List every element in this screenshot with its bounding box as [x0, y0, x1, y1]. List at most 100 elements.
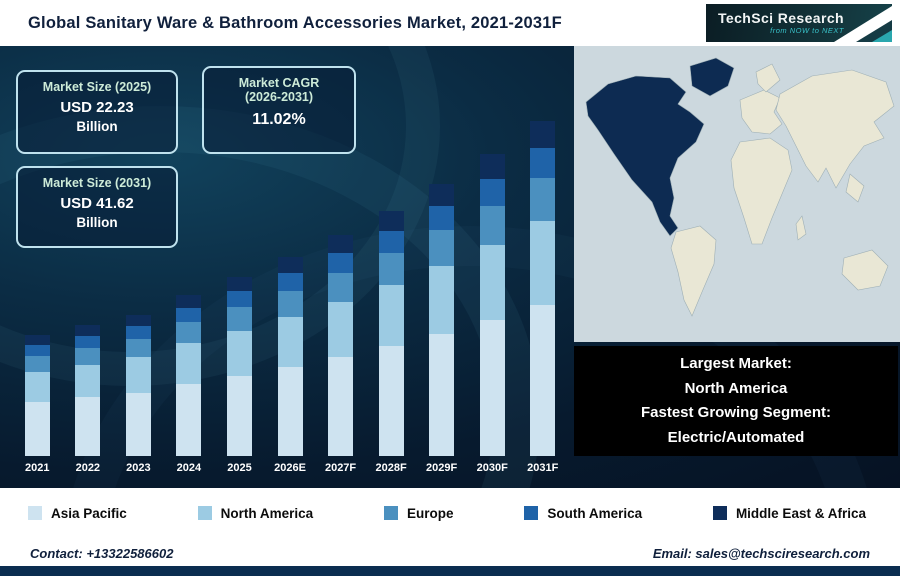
callout-line: Largest Market:: [680, 355, 792, 372]
header: Global Sanitary Ware & Bathroom Accessor…: [0, 0, 900, 46]
techsci-logo: TechSci Research from NOW to NEXT: [706, 4, 892, 42]
legend-item: Europe: [383, 505, 454, 521]
bar-segment-north-america: [429, 265, 455, 334]
market-size-2031-box: Market Size (2031) USD 41.62 Billion: [16, 166, 178, 248]
bar-segment-south-america: [176, 307, 202, 323]
legend-item: Asia Pacific: [28, 506, 127, 521]
legend-item: South America: [524, 506, 642, 521]
contact-info: Contact: +13322586602: [30, 545, 174, 561]
bar-column: 2029F: [416, 112, 467, 478]
footer: Contact: +13322586602 Email: sales@techs…: [0, 540, 900, 566]
bar-segment-europe: [176, 322, 202, 344]
stacked-bar: [75, 325, 101, 456]
map-australia: [841, 249, 889, 291]
stat-unit: Billion: [76, 215, 118, 230]
bar-column: 2022: [63, 112, 114, 478]
bar-column: 2024: [164, 112, 215, 478]
bar-segment-north-america: [328, 301, 354, 357]
bar-segment-south-america: [530, 147, 556, 178]
bar-segment-europe: [75, 347, 101, 365]
logo-brand: TechSci Research: [718, 9, 844, 26]
callout-line: Electric/Automated: [667, 428, 805, 446]
stacked-bar: [277, 257, 303, 456]
map-europe: [739, 89, 783, 135]
map-scandinavia: [755, 63, 781, 93]
bar-segment-south-america: [429, 205, 455, 231]
map-north-america: [585, 75, 705, 237]
bar-segment-europe: [277, 291, 303, 317]
bottom-bar: [0, 566, 900, 576]
bar-segment-europe: [226, 307, 252, 331]
bar-column: 2027F: [315, 112, 366, 478]
bar-column: 2025: [214, 112, 265, 478]
bar-segment-middle-east-africa: [429, 184, 455, 206]
stat-title: Market Size (2025): [42, 80, 152, 94]
x-axis-label: 2021: [25, 462, 50, 474]
bar-column: 2023: [113, 112, 164, 478]
bar-segment-middle-east-africa: [176, 294, 202, 308]
stat-title: Market Size (2031): [42, 176, 152, 190]
bar-segment-north-america: [176, 343, 202, 384]
bar-segment-europe: [24, 355, 50, 372]
page-title: Global Sanitary Ware & Bathroom Accessor…: [28, 13, 562, 32]
bar-segment-asia-pacific: [75, 397, 101, 456]
bar-column: 2030F: [467, 112, 518, 478]
bar-segment-north-america: [24, 371, 50, 402]
x-axis-label: 2025: [227, 462, 252, 474]
bar-segment-north-america: [277, 316, 303, 367]
stat-value: USD 22.23: [60, 99, 134, 116]
bar-segment-north-america: [479, 244, 505, 321]
stacked-bar: [24, 335, 50, 456]
bar-segment-south-america: [226, 291, 252, 308]
bar-segment-asia-pacific: [530, 305, 556, 456]
bar-segment-middle-east-africa: [479, 154, 505, 179]
bar-segment-south-america: [125, 326, 151, 339]
bar-segment-europe: [530, 177, 556, 222]
bar-segment-asia-pacific: [125, 392, 151, 456]
x-axis-label: 2028F: [375, 462, 407, 474]
market-cagr-box: Market CAGR (2026-2031) 11.02%: [202, 66, 356, 154]
legend-swatch: [28, 506, 42, 520]
bar-segment-middle-east-africa: [530, 120, 556, 148]
stacked-bar: [429, 184, 455, 456]
chart-legend: Asia Pacific North America Europe South Ame…: [0, 488, 900, 538]
bar-segment-north-america: [530, 221, 556, 306]
bar-segment-middle-east-africa: [378, 211, 404, 231]
logo-arrow-icon: [834, 6, 892, 42]
bar-segment-asia-pacific: [24, 401, 50, 456]
bar-segment-south-america: [75, 335, 101, 348]
bar-segment-europe: [125, 338, 151, 358]
map-africa: [730, 137, 793, 245]
bar-segment-asia-pacific: [479, 320, 505, 456]
bar-segment-asia-pacific: [378, 345, 404, 456]
world-map: [574, 46, 900, 342]
bar-column: 2021: [12, 112, 63, 478]
legend-swatch: [712, 506, 727, 520]
stat-title: Market CAGR: [238, 76, 320, 90]
x-axis-label: 2029F: [426, 462, 458, 474]
map-asia: [775, 69, 895, 189]
bar-segment-asia-pacific: [277, 366, 303, 456]
stat-unit: Billion: [76, 119, 118, 134]
legend-item: North America: [197, 506, 313, 521]
stacked-bar-chart: 2021 2022 2023 2024 2025 2026E 2027F 2028F 2029F…: [12, 112, 568, 478]
callout-line: North America: [684, 379, 788, 397]
stacked-bar: [125, 314, 151, 456]
bar-segment-south-america: [24, 344, 50, 356]
legend-swatch: [383, 506, 398, 520]
legend-label: Europe: [406, 505, 454, 521]
stacked-bar: [378, 211, 404, 456]
x-axis-label: 2023: [126, 462, 151, 474]
email-info: Email: sales@techsciresearch.com: [652, 545, 870, 561]
x-axis-label: 2024: [176, 462, 202, 474]
logo-tagline: from NOW to NEXT: [770, 26, 844, 36]
x-axis-label: 2026E: [274, 462, 306, 474]
map-madagascar: [795, 215, 807, 241]
bar-segment-middle-east-africa: [24, 335, 50, 345]
bar-segment-north-america: [378, 284, 404, 346]
bar-segment-europe: [479, 205, 505, 245]
stacked-bar: [479, 154, 505, 456]
bar-segment-europe: [328, 272, 354, 302]
logo-text: TechSci Research from NOW to NEXT: [718, 9, 844, 36]
bar-segment-asia-pacific: [429, 333, 455, 456]
